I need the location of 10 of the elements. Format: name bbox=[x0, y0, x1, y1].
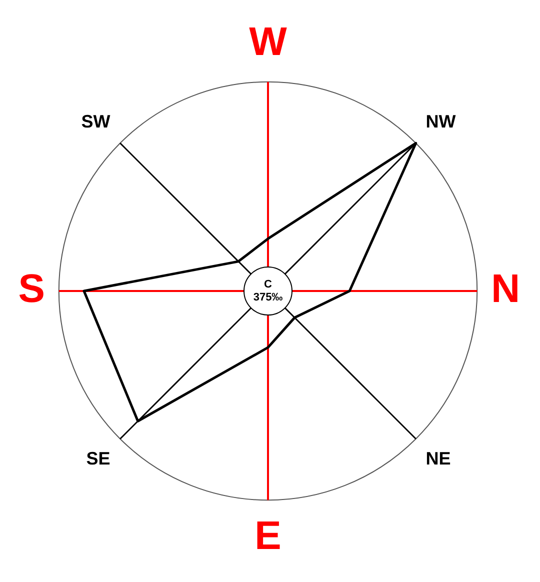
spoke-label: W bbox=[249, 20, 288, 64]
spoke-label: S bbox=[18, 267, 45, 312]
spoke-label: NW bbox=[426, 111, 456, 132]
spoke-label: SW bbox=[81, 111, 110, 132]
text: C bbox=[264, 278, 272, 291]
text: 375‰ bbox=[253, 292, 283, 304]
spoke-label: SE bbox=[86, 448, 110, 469]
spoke-label: E bbox=[254, 514, 282, 558]
spoke-label: N bbox=[491, 267, 520, 312]
spoke-label: NE bbox=[426, 448, 451, 469]
